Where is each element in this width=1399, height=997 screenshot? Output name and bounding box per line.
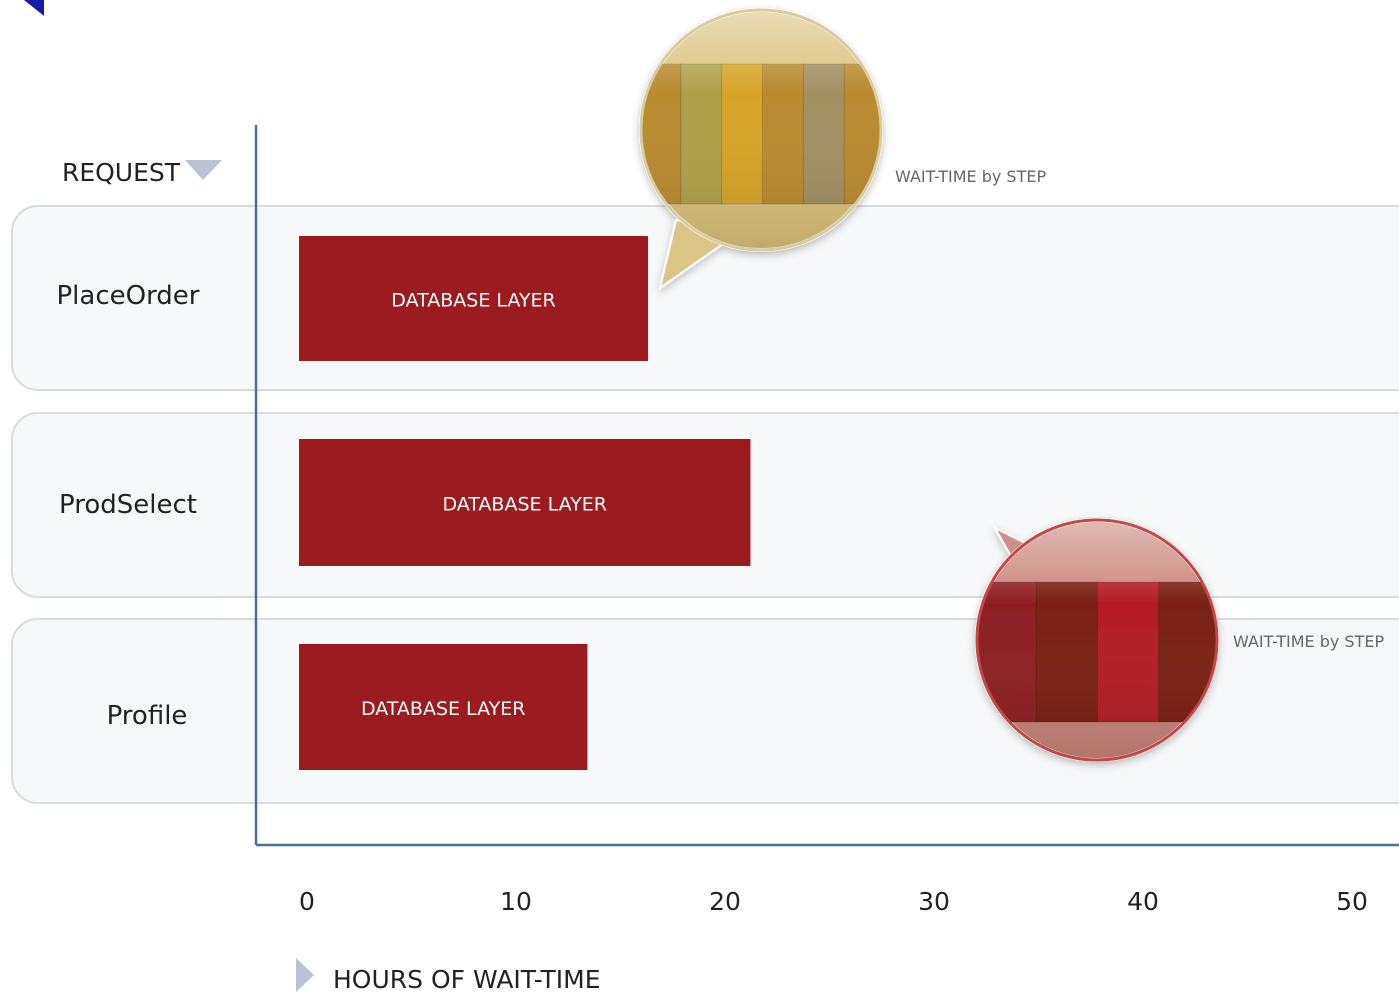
lens-annotation-label-1: WAIT-TIME by STEP [895,167,1046,186]
chevron-right-icon [296,958,314,992]
category-label-profile: Profile [107,701,188,731]
x-tick-label-30: 30 [918,887,950,916]
x-tick-label-20: 20 [709,887,741,916]
lens-annotation-label-2: WAIT-TIME by STEP [1233,632,1384,651]
bar-label-placeorder-2: DATABASE LAYER [391,290,555,312]
x-axis-title: HOURS OF WAIT-TIME [333,965,601,993]
category-label-placeorder: PlaceOrder [56,281,199,311]
x-tick-label-40: 40 [1127,887,1159,916]
magnifier-lens-2 [975,518,1219,762]
x-tick-label-50: 50 [1336,887,1368,916]
bar-label-profile-2: DATABASE LAYER [361,698,525,720]
lens-rim [975,518,1219,762]
category-label-prodselect: ProdSelect [59,490,197,520]
lens-glare [977,520,1217,760]
lens-rim [639,8,883,252]
bar-label-prodselect-2: DATABASE LAYER [442,494,606,516]
bar-segment-placeorder-database-layer [299,236,649,361]
bar-segment-profile-database-layer [299,644,588,770]
y-axis-title: REQUEST [62,158,181,187]
lens-glare [641,10,881,250]
bar-segment-prodselect-database-layer [299,439,751,566]
x-tick-label-10: 10 [500,887,532,916]
chevron-down-icon [185,160,222,180]
magnifier-lens-1 [639,8,883,291]
x-tick-label-0: 0 [299,887,315,916]
corner-marker [24,0,44,16]
